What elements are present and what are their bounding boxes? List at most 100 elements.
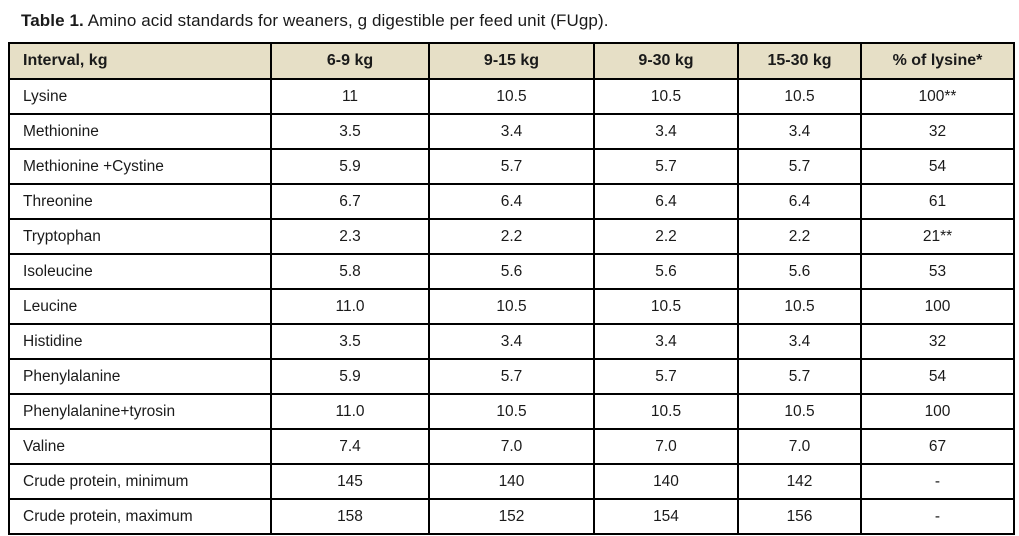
table-cell: 6.7 — [270, 183, 430, 220]
table-row: Crude protein, maximum 158 152 154 156- — [8, 498, 1015, 535]
table-row: Lysine 11 10.5 10.5 10.5 100** — [8, 78, 1015, 115]
table-cell: 10.5 — [593, 393, 739, 430]
table-cell: 3.4 — [737, 113, 862, 150]
table-cell: 7.0 — [428, 428, 595, 465]
table-row: Isoleucine 5.8 5.6 5.6 5.6 53 — [8, 253, 1015, 290]
table-cell: 10.5 — [737, 288, 862, 325]
table-cell: 5.9 — [270, 148, 430, 185]
row-label: Methionine — [8, 113, 272, 150]
row-label: Phenylalanine — [8, 358, 272, 395]
table-cell: 100** — [860, 78, 1015, 115]
table-row: Histidine 3.5 3.4 3.4 3.4 32 — [8, 323, 1015, 360]
row-label: Histidine — [8, 323, 272, 360]
table-cell: 10.5 — [737, 78, 862, 115]
column-header: 9-15 kg — [428, 42, 595, 80]
table-row: Valine 7.4 7.0 7.0 7.0 67 — [8, 428, 1015, 465]
table-cell: - — [860, 463, 1015, 500]
table-cell: 158 — [270, 498, 430, 535]
table-cell: 2.3 — [270, 218, 430, 255]
table-cell: 10.5 — [428, 288, 595, 325]
row-label: Crude protein, minimum — [8, 463, 272, 500]
table-body: Lysine 11 10.5 10.5 10.5 100** Methionine 3.5 3.… — [8, 78, 1015, 535]
table-cell: 3.4 — [593, 323, 739, 360]
table-cell: 7.4 — [270, 428, 430, 465]
table-cell: 10.5 — [593, 288, 739, 325]
table-cell: 3.4 — [428, 323, 595, 360]
table-cell: 2.2 — [428, 218, 595, 255]
column-header: 9-30 kg — [593, 42, 739, 80]
table-cell: 3.4 — [737, 323, 862, 360]
table-cell: 10.5 — [428, 393, 595, 430]
table-row: Tryptophan 2.3 2.2 2.2 2.2 21** — [8, 218, 1015, 255]
header-row: Interval, kg 6-9 kg 9-15 kg 9-30 kg 15-30 kg… — [8, 42, 1015, 80]
table-cell: 154 — [593, 498, 739, 535]
row-label: Crude protein, maximum — [8, 498, 272, 535]
column-header: Interval, kg — [8, 42, 272, 80]
table-cell: 3.5 — [270, 113, 430, 150]
table-cell: 53 — [860, 253, 1015, 290]
table-row: Leucine 11.0 10.5 10.5 10.5 100 — [8, 288, 1015, 325]
table-cell: 5.7 — [593, 148, 739, 185]
table-cell: 5.9 — [270, 358, 430, 395]
table-cell: 6.4 — [737, 183, 862, 220]
table-cell: 54 — [860, 148, 1015, 185]
table-cell: 32 — [860, 113, 1015, 150]
row-label: Threonine — [8, 183, 272, 220]
table-cell: 10.5 — [737, 393, 862, 430]
table-cell: 145 — [270, 463, 430, 500]
column-header: 15-30 kg — [737, 42, 862, 80]
table-cell: 3.4 — [593, 113, 739, 150]
table-caption-label: Table 1. — [21, 11, 84, 30]
table-cell: 5.7 — [593, 358, 739, 395]
table-cell: 6.4 — [593, 183, 739, 220]
table-cell: 140 — [593, 463, 739, 500]
amino-acid-standards-table: Interval, kg 6-9 kg 9-15 kg 9-30 kg 15-30 kg… — [8, 42, 1015, 535]
table-cell: 3.5 — [270, 323, 430, 360]
row-label: Isoleucine — [8, 253, 272, 290]
table-cell: 2.2 — [737, 218, 862, 255]
table-cell: 140 — [428, 463, 595, 500]
table-cell: 152 — [428, 498, 595, 535]
table-row: Threonine 6.7 6.4 6.4 6.4 61 — [8, 183, 1015, 220]
table-row: Methionine +Cystine 5.9 5.7 5.7 5.7 54 — [8, 148, 1015, 185]
table-header: Interval, kg 6-9 kg 9-15 kg 9-30 kg 15-30 kg… — [8, 42, 1015, 80]
table-cell: 5.8 — [270, 253, 430, 290]
row-label: Tryptophan — [8, 218, 272, 255]
table-cell: 10.5 — [593, 78, 739, 115]
row-label: Leucine — [8, 288, 272, 325]
table-cell: 6.4 — [428, 183, 595, 220]
table-cell: 5.7 — [737, 358, 862, 395]
column-header: % of lysine* — [860, 42, 1015, 80]
table-cell: 3.4 — [428, 113, 595, 150]
table-cell: 10.5 — [428, 78, 595, 115]
table-cell: 54 — [860, 358, 1015, 395]
table-row: Crude protein, minimum 145 140 140 142- — [8, 463, 1015, 500]
table-cell: 61 — [860, 183, 1015, 220]
row-label: Valine — [8, 428, 272, 465]
table-cell: 7.0 — [737, 428, 862, 465]
column-header: 6-9 kg — [270, 42, 430, 80]
table-cell: 5.7 — [428, 148, 595, 185]
table-cell: 142 — [737, 463, 862, 500]
table-row: Phenylalanine 5.9 5.7 5.7 5.7 54 — [8, 358, 1015, 395]
row-label: Methionine +Cystine — [8, 148, 272, 185]
table-cell: 5.6 — [428, 253, 595, 290]
row-label: Lysine — [8, 78, 272, 115]
table-cell: 7.0 — [593, 428, 739, 465]
table-caption: Table 1. Amino acid standards for weaner… — [0, 0, 1019, 42]
table-cell: 5.6 — [593, 253, 739, 290]
table-row: Phenylalanine+tyrosin 11.0 10.5 10.5 10.5 100 — [8, 393, 1015, 430]
row-label: Phenylalanine+tyrosin — [8, 393, 272, 430]
table-cell: 5.7 — [737, 148, 862, 185]
table-cell: 156 — [737, 498, 862, 535]
table-cell: 11 — [270, 78, 430, 115]
table-cell: 21** — [860, 218, 1015, 255]
table-cell: 32 — [860, 323, 1015, 360]
table-cell: 67 — [860, 428, 1015, 465]
table-cell: 5.7 — [428, 358, 595, 395]
table-cell: 100 — [860, 393, 1015, 430]
table-caption-text: Amino acid standards for weaners, g dige… — [83, 11, 609, 30]
table-cell: 11.0 — [270, 288, 430, 325]
table-cell: 2.2 — [593, 218, 739, 255]
table-cell: 5.6 — [737, 253, 862, 290]
